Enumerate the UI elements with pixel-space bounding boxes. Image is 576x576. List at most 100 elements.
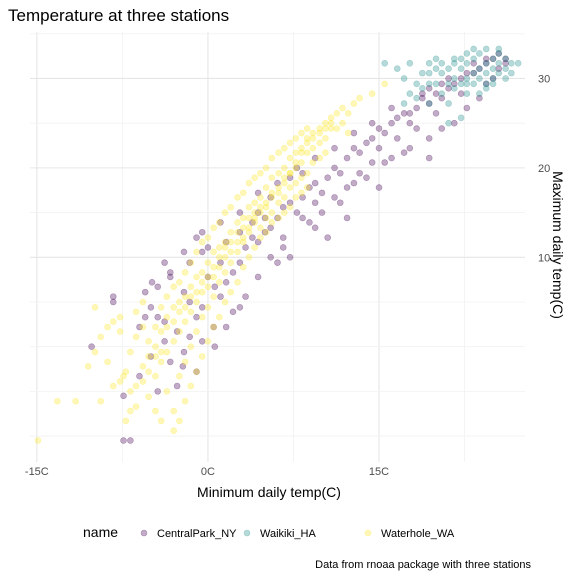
point-waterhole-wa: [251, 209, 258, 216]
point-waikiki-ha: [476, 50, 483, 57]
point-centralpark-ny: [388, 104, 395, 112]
point-waikiki-ha: [495, 50, 503, 57]
point-centralpark-ny: [419, 94, 426, 102]
point-waterhole-wa: [339, 104, 346, 112]
point-waterhole-wa: [257, 234, 264, 241]
point-centralpark-ny: [311, 199, 319, 207]
point-waterhole-wa: [303, 135, 311, 142]
point-waterhole-wa: [245, 253, 253, 261]
point-centralpark-ny: [463, 69, 471, 77]
point-centralpark-ny: [180, 348, 188, 356]
x-axis-label: Minimum daily temp(C): [197, 484, 341, 500]
point-waterhole-wa: [350, 100, 358, 107]
point-centralpark-ny: [406, 110, 414, 117]
point-centralpark-ny: [356, 169, 363, 177]
point-centralpark-ny: [413, 104, 420, 112]
point-waikiki-ha: [450, 85, 458, 92]
point-centralpark-ny: [502, 59, 509, 67]
point-waikiki-ha: [495, 59, 503, 67]
point-centralpark-ny: [445, 85, 452, 92]
point-centralpark-ny: [406, 119, 414, 127]
point-waterhole-wa: [221, 238, 229, 246]
point-waterhole-wa: [163, 348, 171, 356]
point-waikiki-ha: [406, 59, 414, 67]
point-centralpark-ny: [267, 194, 274, 201]
grid: [30, 32, 525, 462]
point-waterhole-wa: [281, 144, 288, 152]
point-waterhole-wa: [298, 149, 305, 156]
point-centralpark-ny: [166, 273, 174, 281]
point-waterhole-wa: [116, 313, 124, 321]
point-waterhole-wa: [157, 358, 165, 366]
point-waterhole-wa: [239, 214, 247, 222]
point-centralpark-ny: [368, 135, 376, 142]
point-waterhole-wa: [251, 214, 258, 222]
point-waikiki-ha: [432, 80, 440, 88]
point-centralpark-ny: [186, 259, 193, 266]
point-waterhole-wa: [204, 283, 212, 291]
point-waikiki-ha: [514, 59, 522, 67]
point-centralpark-ny: [279, 234, 287, 241]
point-centralpark-ny: [161, 259, 168, 266]
point-centralpark-ny: [261, 214, 269, 222]
point-centralpark-ny: [425, 135, 433, 142]
x-tick-label: 0C: [201, 466, 215, 478]
point-waterhole-wa: [221, 209, 229, 216]
y-tick-label: 10: [538, 252, 550, 264]
point-waikiki-ha: [489, 75, 497, 82]
point-centralpark-ny: [193, 368, 200, 376]
point-centralpark-ny: [425, 154, 433, 162]
point-centralpark-ny: [198, 228, 206, 236]
point-waterhole-wa: [292, 179, 300, 187]
point-waterhole-wa: [109, 318, 117, 325]
point-waterhole-wa: [262, 164, 270, 172]
point-waterhole-wa: [322, 119, 329, 127]
point-waterhole-wa: [221, 269, 229, 276]
point-waterhole-wa: [281, 194, 288, 201]
point-waterhole-wa: [163, 293, 171, 300]
point-centralpark-ny: [236, 259, 244, 266]
chart-title: Temperature at three stations: [8, 6, 229, 25]
point-waterhole-wa: [97, 397, 105, 405]
point-waterhole-wa: [72, 397, 79, 405]
point-waterhole-wa: [204, 259, 212, 266]
point-centralpark-ny: [457, 90, 465, 97]
point-centralpark-ny: [502, 55, 509, 63]
point-waterhole-wa: [292, 164, 300, 172]
point-centralpark-ny: [147, 353, 155, 360]
point-waikiki-ha: [463, 50, 471, 57]
point-waterhole-wa: [298, 129, 305, 137]
point-waterhole-wa: [145, 338, 152, 345]
point-waterhole-wa: [227, 288, 235, 296]
point-centralpark-ny: [217, 293, 224, 300]
point-waterhole-wa: [262, 203, 270, 211]
point-waikiki-ha: [419, 69, 426, 77]
point-waterhole-wa: [176, 328, 183, 335]
point-centralpark-ny: [279, 203, 287, 211]
point-waterhole-wa: [327, 114, 335, 122]
legend: name CentralPark_NY Waikiki_HA Waterhole_W…: [83, 524, 455, 540]
point-waterhole-wa: [216, 219, 223, 226]
point-waterhole-wa: [181, 304, 189, 311]
point-waterhole-wa: [198, 353, 206, 360]
point-waikiki-ha: [425, 80, 433, 88]
point-waterhole-wa: [344, 110, 352, 117]
point-waterhole-wa: [251, 174, 258, 182]
point-centralpark-ny: [286, 199, 294, 207]
point-waterhole-wa: [91, 304, 99, 311]
point-waterhole-wa: [286, 154, 294, 162]
point-waterhole-wa: [303, 149, 311, 156]
point-waterhole-wa: [157, 328, 165, 335]
point-waterhole-wa: [221, 253, 229, 261]
point-waikiki-ha: [476, 65, 483, 72]
point-centralpark-ny: [109, 298, 117, 306]
point-centralpark-ny: [450, 80, 458, 88]
point-waterhole-wa: [187, 259, 195, 266]
y-axis-ticks: 10 20 30: [538, 73, 550, 264]
point-waterhole-wa: [381, 80, 389, 88]
point-waterhole-wa: [187, 343, 195, 350]
point-waterhole-wa: [193, 328, 200, 335]
point-waterhole-wa: [181, 358, 189, 366]
point-centralpark-ny: [229, 269, 237, 276]
